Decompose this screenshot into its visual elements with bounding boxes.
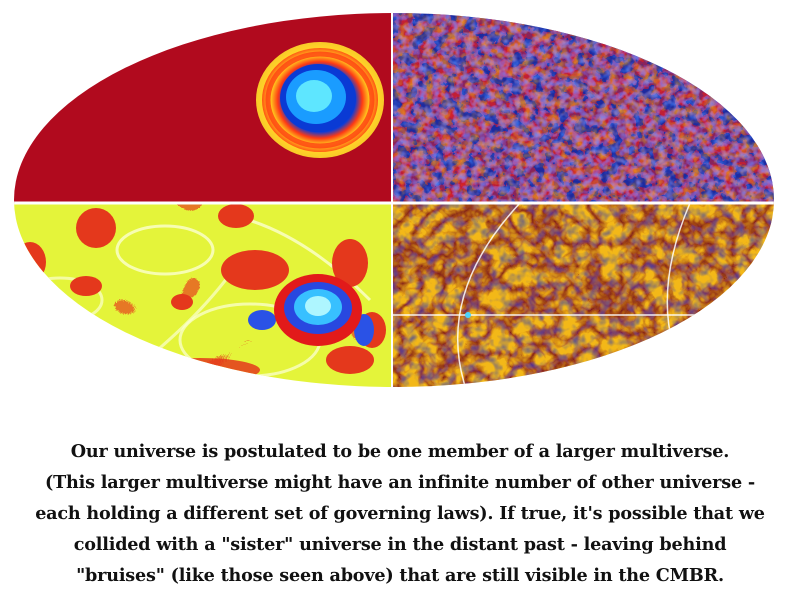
panel-bottom-right-filtered-cmb [392,202,774,387]
caption-line: (This larger multiverse might have an in… [45,472,755,493]
panel-bottom-left-filtered-bubble [14,203,392,387]
mollweide-sky-maps [14,13,774,387]
grid-node-marker [465,312,471,318]
panel-top-right-cmb-noise [392,13,774,203]
caption-line: "bruises" (like those seen above) that a… [76,565,724,586]
caption-line: each holding a different set of governin… [35,503,765,524]
panel-top-left-bubble-collision [14,13,392,203]
grid-meridian-line [456,202,521,387]
caption-line: Our universe is postulated to be one mem… [70,441,730,462]
figure-caption: Our universe is postulated to be one mem… [20,436,780,591]
multiverse-sky-map-figure [14,13,774,387]
caption-line: collided with a "sister" universe in the… [73,534,727,555]
